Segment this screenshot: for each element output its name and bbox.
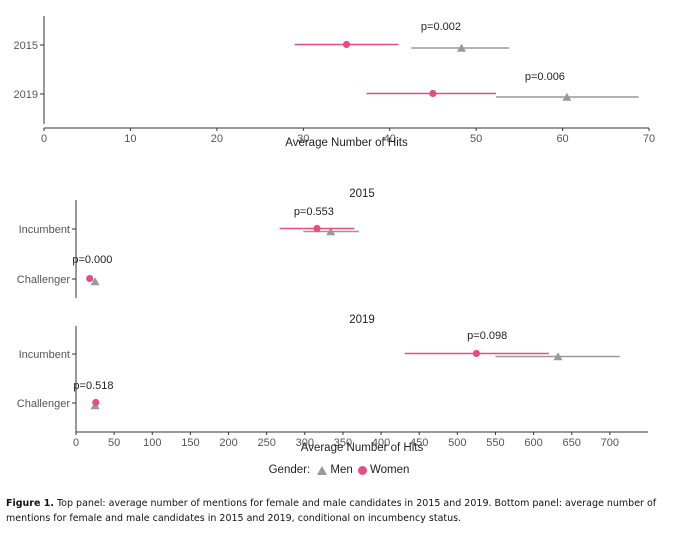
x-tick-label: 200 [219, 437, 237, 449]
triangle-icon [317, 465, 328, 475]
x-tick-label: 600 [524, 437, 542, 449]
point-men [553, 352, 563, 361]
x-tick-label: 650 [563, 437, 581, 449]
p-value-label: p=0.098 [467, 330, 507, 342]
y-tick-label: Challenger [17, 274, 71, 286]
x-tick-label: 400 [372, 437, 390, 449]
x-tick-label: 50 [470, 133, 482, 145]
x-tick-label: 60 [556, 133, 568, 145]
x-tick-label: 550 [486, 437, 504, 449]
point-women [313, 224, 321, 233]
x-tick-label: 100 [143, 437, 161, 449]
x-tick-label: 250 [257, 437, 275, 449]
point-men [326, 227, 336, 236]
x-tick-label: 500 [448, 437, 466, 449]
caption-text: Top panel: average number of mentions fo… [6, 498, 657, 524]
point-women [92, 398, 100, 407]
x-axis-title: Average Number of Hits [301, 442, 424, 454]
x-tick-label: 70 [643, 133, 655, 145]
legend-title: Gender: [268, 464, 311, 476]
point-women [86, 274, 94, 283]
p-value-label: p=0.518 [73, 380, 113, 392]
p-value-label: p=0.002 [421, 21, 461, 33]
y-tick-label: Incumbent [19, 349, 70, 361]
y-tick-label: 2015 [14, 40, 38, 52]
x-tick-label: 10 [124, 133, 136, 145]
point-men [562, 92, 572, 101]
x-tick-label: 50 [108, 437, 120, 449]
legend: Gender: Men Women [0, 464, 678, 476]
point-women [342, 40, 351, 49]
x-tick-label: 150 [181, 437, 199, 449]
legend-item-men: Men [330, 464, 353, 476]
panel-title: 2019 [349, 314, 375, 326]
x-tick-label: 300 [296, 437, 314, 449]
p-value-label: p=0.006 [525, 71, 565, 83]
caption-label: Figure 1. [6, 498, 54, 509]
x-tick-label: 0 [73, 437, 79, 449]
figure-chart: 0 10 20 30 40 50 60 70 Average Number of Hits 201… [14, 16, 655, 454]
y-tick-label: Challenger [17, 398, 71, 410]
y-tick-label: Incumbent [19, 224, 70, 236]
point-men [90, 277, 100, 286]
x-tick-label: 30 [297, 133, 309, 145]
point-women [472, 349, 480, 358]
x-tick-label: 700 [601, 437, 619, 449]
panel-title: 2015 [349, 188, 375, 200]
point-women [429, 89, 437, 98]
x-axis-title: Average Number of Hits [285, 137, 408, 149]
circle-icon [357, 465, 367, 475]
x-tick-label: 20 [211, 133, 223, 145]
p-value-label: p=0.553 [294, 206, 334, 218]
y-tick-label: 2019 [14, 89, 38, 101]
legend-item-women: Women [369, 464, 410, 476]
p-value-label: p=0.000 [72, 254, 112, 266]
point-men [456, 43, 466, 52]
x-tick-label: 350 [334, 437, 352, 449]
x-tick-label: 0 [41, 133, 47, 145]
x-tick-label: 40 [384, 133, 396, 145]
x-tick-label: 450 [410, 437, 428, 449]
figure-caption: Figure 1. Top panel: average number of m… [6, 496, 672, 526]
